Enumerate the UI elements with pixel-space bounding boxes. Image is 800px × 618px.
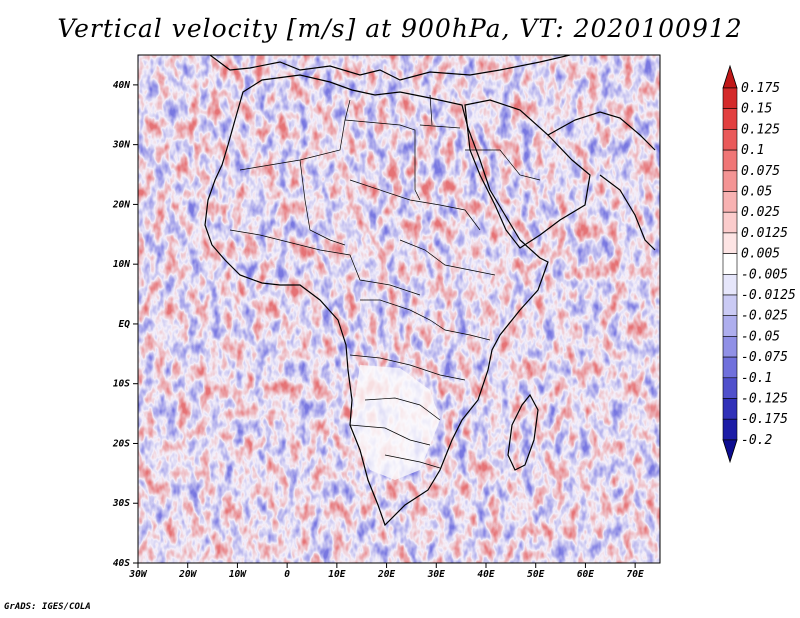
lat-tick-label: 30S — [112, 498, 130, 509]
colorbar-label: -0.075 — [741, 350, 788, 365]
colorbar-label: 0.005 — [741, 247, 780, 262]
coastlines — [204, 55, 656, 527]
grads-credit: GrADS: IGES/COLA — [4, 602, 91, 612]
colorbar-label: -0.0125 — [741, 288, 796, 303]
colorbar-band — [722, 336, 738, 358]
country-borders — [229, 94, 541, 469]
colorbar-label: 0.125 — [741, 122, 780, 137]
lat-tick-label: 40S — [113, 558, 130, 569]
lat-tick-label: 10S — [113, 379, 130, 390]
lon-tick-label: 20W — [178, 569, 197, 580]
colorbar-bottom-arrow — [722, 439, 738, 464]
colorbar-band — [722, 273, 738, 296]
colorbar-label: -0.125 — [741, 392, 788, 407]
colorbar-label: 0.175 — [741, 81, 780, 96]
velocity-field — [138, 55, 660, 563]
lon-tick-label: 0 — [284, 569, 290, 580]
colorbar-label: -0.1 — [741, 371, 772, 386]
colorbar-band — [722, 211, 738, 234]
lon-tick-label: 30E — [427, 569, 445, 580]
colorbar-band — [722, 149, 738, 172]
map-frame — [137, 54, 661, 564]
lon-tick-label: 20E — [377, 569, 395, 580]
lat-tick-label: 30N — [112, 140, 130, 151]
colorbar-label: -0.05 — [741, 329, 780, 344]
colorbar-band — [722, 108, 738, 130]
lon-tick-label: 30W — [128, 569, 147, 580]
colorbar-label: 0.0125 — [741, 226, 788, 241]
colorbar-band — [722, 315, 738, 337]
colorbar-label: -0.2 — [741, 433, 772, 448]
colorbar-band — [722, 253, 738, 275]
colorbar-band — [722, 170, 738, 192]
colorbar-label: 0.05 — [741, 185, 772, 200]
lon-tick-label: 10E — [328, 569, 345, 580]
lat-tick-label: EQ — [119, 319, 131, 330]
lon-tick-label: 60E — [577, 569, 594, 580]
colorbar-label: 0.15 — [741, 102, 772, 117]
colorbar: 0.175 0.15 0.125 0.1 0.075 0.05 0.025 0.0125 0.0… — [722, 64, 796, 464]
colorbar-band — [722, 418, 738, 441]
colorbar-band — [722, 356, 738, 379]
lat-tick-label: 10N — [113, 259, 130, 270]
colorbar-band — [722, 398, 738, 420]
latitude-axis: 40N 30N 20N 10N EQ 10S 20S 30S 40S — [112, 80, 138, 569]
map-title: Vertical velocity [m/s] at 900hPa, VT: 2… — [57, 14, 743, 43]
colorbar-label: -0.175 — [741, 412, 788, 427]
colorbar-band — [722, 87, 738, 110]
colorbar-label: -0.025 — [741, 309, 788, 324]
colorbar-band — [722, 232, 738, 254]
lat-tick-label: 40N — [113, 80, 130, 91]
colorbar-band — [722, 294, 738, 317]
colorbar-band — [722, 191, 738, 213]
colorbar-label: -0.005 — [741, 267, 788, 282]
lon-tick-label: 50E — [527, 569, 544, 580]
colorbar-label: 0.1 — [741, 143, 764, 158]
colorbar-label: 0.025 — [741, 205, 780, 220]
lat-tick-label: 20N — [112, 199, 130, 210]
colorbar-band — [722, 377, 738, 399]
lon-tick-label: 10W — [229, 569, 247, 580]
colorbar-label: 0.075 — [741, 164, 780, 179]
colorbar-band — [722, 129, 738, 151]
lat-tick-label: 20S — [112, 438, 130, 449]
longitude-axis: 30W 20W 10W 0 10E 20E 30E 40E 50E 60E 70E — [128, 563, 644, 580]
colorbar-top-arrow — [722, 64, 738, 89]
lon-tick-label: 70E — [627, 569, 644, 580]
lon-tick-label: 40E — [477, 569, 494, 580]
